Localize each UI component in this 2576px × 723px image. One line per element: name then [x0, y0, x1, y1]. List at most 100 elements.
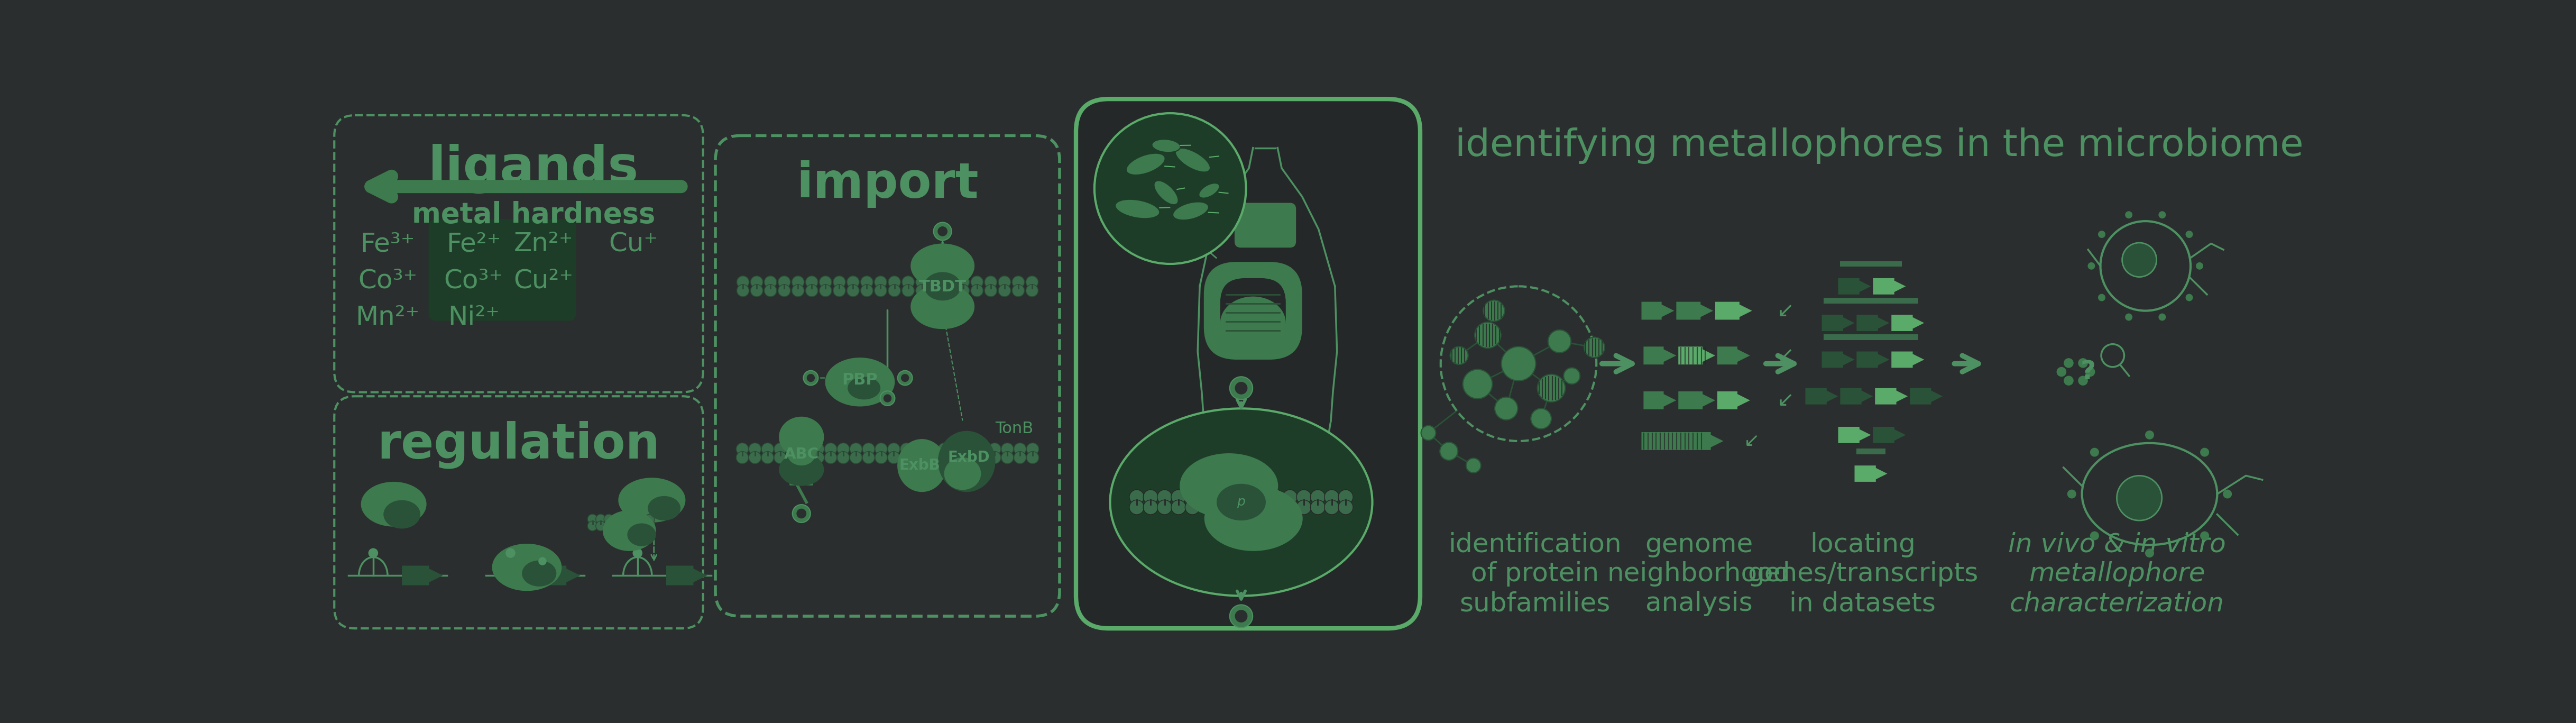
Circle shape — [1340, 489, 1352, 505]
Polygon shape — [1873, 278, 1906, 294]
Text: ?: ? — [2081, 359, 2097, 385]
Circle shape — [603, 521, 613, 531]
Text: ↙: ↙ — [1777, 301, 1793, 321]
Circle shape — [860, 284, 873, 296]
Circle shape — [925, 443, 938, 455]
Circle shape — [1267, 489, 1283, 505]
Ellipse shape — [647, 496, 680, 521]
Circle shape — [848, 276, 860, 288]
Circle shape — [762, 451, 773, 463]
Circle shape — [914, 276, 927, 288]
Ellipse shape — [1154, 181, 1177, 205]
Circle shape — [1311, 500, 1324, 515]
Circle shape — [876, 443, 886, 455]
Polygon shape — [1839, 427, 1870, 443]
Circle shape — [889, 284, 902, 296]
Circle shape — [819, 276, 832, 288]
Circle shape — [786, 451, 799, 463]
FancyBboxPatch shape — [1221, 278, 1285, 343]
Circle shape — [902, 276, 914, 288]
Circle shape — [933, 223, 951, 240]
Text: Zn²⁺: Zn²⁺ — [513, 231, 572, 257]
Circle shape — [850, 451, 863, 463]
Text: ExbD: ExbD — [948, 450, 989, 465]
Polygon shape — [667, 565, 708, 585]
Bar — [1839, 261, 1901, 267]
Ellipse shape — [1126, 153, 1164, 175]
Polygon shape — [1839, 388, 1873, 404]
Circle shape — [963, 443, 976, 455]
Text: PBP: PBP — [842, 372, 878, 388]
Circle shape — [1296, 500, 1311, 515]
Circle shape — [621, 514, 631, 524]
Ellipse shape — [925, 272, 961, 301]
Circle shape — [881, 391, 894, 406]
Circle shape — [603, 514, 613, 524]
Polygon shape — [1821, 351, 1855, 368]
Circle shape — [811, 451, 824, 463]
Circle shape — [368, 548, 379, 558]
Ellipse shape — [1175, 148, 1211, 172]
Ellipse shape — [1110, 408, 1373, 596]
Circle shape — [963, 451, 976, 463]
Circle shape — [804, 371, 819, 385]
Circle shape — [806, 284, 819, 296]
Circle shape — [587, 521, 598, 531]
Text: Cu⁺: Cu⁺ — [608, 231, 657, 257]
Circle shape — [958, 284, 969, 296]
Circle shape — [1255, 489, 1270, 505]
Circle shape — [925, 451, 938, 463]
Circle shape — [2223, 489, 2231, 498]
Circle shape — [951, 451, 963, 463]
Circle shape — [1564, 368, 1579, 384]
Circle shape — [737, 276, 750, 288]
Circle shape — [896, 371, 912, 385]
Bar — [1857, 448, 1886, 454]
Circle shape — [2084, 367, 2094, 377]
Circle shape — [943, 276, 956, 288]
Text: ↙: ↙ — [1777, 390, 1793, 411]
Circle shape — [750, 443, 760, 455]
Ellipse shape — [938, 431, 994, 492]
Circle shape — [1463, 369, 1492, 398]
Circle shape — [824, 443, 837, 455]
Ellipse shape — [1172, 202, 1208, 221]
Circle shape — [832, 284, 845, 296]
Circle shape — [938, 443, 951, 455]
Circle shape — [2097, 231, 2105, 238]
Text: identifying metallophores in the microbiome: identifying metallophores in the microbi… — [1455, 127, 2303, 164]
Ellipse shape — [384, 500, 420, 529]
Circle shape — [2087, 262, 2094, 270]
Circle shape — [930, 284, 943, 296]
Circle shape — [1198, 500, 1213, 515]
Ellipse shape — [909, 284, 974, 329]
Circle shape — [1255, 500, 1270, 515]
Circle shape — [1172, 489, 1185, 505]
Bar — [1824, 334, 1919, 340]
Circle shape — [1157, 489, 1172, 505]
Circle shape — [1025, 284, 1038, 296]
Text: Co³⁺: Co³⁺ — [443, 268, 502, 294]
Circle shape — [1144, 500, 1159, 515]
Circle shape — [863, 443, 876, 455]
Circle shape — [636, 514, 647, 524]
Circle shape — [1198, 489, 1213, 505]
Circle shape — [613, 521, 621, 531]
Ellipse shape — [492, 544, 562, 591]
Circle shape — [796, 508, 806, 518]
Circle shape — [1128, 500, 1144, 515]
Ellipse shape — [778, 416, 824, 458]
Circle shape — [1185, 500, 1200, 515]
Circle shape — [1324, 489, 1340, 505]
Circle shape — [899, 451, 912, 463]
Polygon shape — [1680, 391, 1716, 409]
Ellipse shape — [824, 358, 894, 406]
Circle shape — [1502, 346, 1535, 381]
Circle shape — [750, 284, 762, 296]
Text: Co³⁺: Co³⁺ — [358, 268, 417, 294]
Circle shape — [1172, 500, 1185, 515]
Circle shape — [1484, 300, 1504, 321]
Polygon shape — [1643, 391, 1677, 409]
Circle shape — [2079, 358, 2089, 368]
Circle shape — [1015, 451, 1025, 463]
